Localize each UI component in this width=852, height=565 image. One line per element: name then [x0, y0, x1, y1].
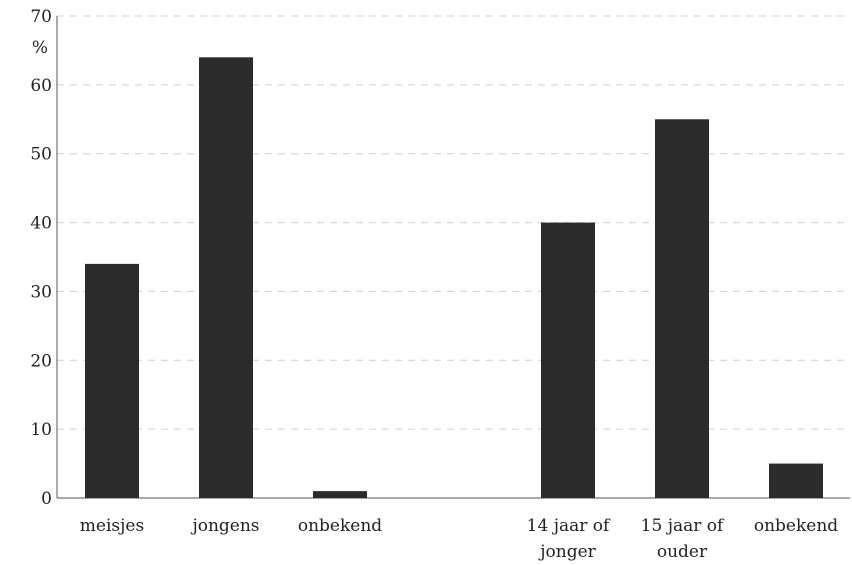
labels: 0 10 20 30 40 50 60 70 meisjes jongens onbekend 14 …	[30, 7, 838, 562]
bars	[85, 57, 823, 499]
y-tick-label: 60	[30, 76, 52, 96]
y-tick-label: 0	[41, 489, 52, 509]
bar-0	[85, 263, 139, 498]
y-tick-label: 70	[30, 7, 52, 27]
x-category-label: onbekend	[754, 516, 838, 536]
x-category-label: meisjes	[80, 516, 144, 536]
y-tick-label: 10	[30, 420, 52, 440]
y-tick-label: 30	[30, 282, 52, 302]
bar-5	[769, 463, 823, 498]
x-category-label: ouder	[657, 542, 708, 562]
x-category-label: jongens	[190, 516, 259, 536]
bar-3	[541, 222, 595, 499]
gridlines	[57, 15, 850, 430]
y-tick-label: 40	[30, 214, 52, 234]
x-category-label: 15 jaar of	[641, 516, 725, 536]
x-category-label: jonger	[538, 542, 596, 562]
y-tick-label: 20	[30, 351, 52, 371]
y-axis-unit-label: %	[32, 38, 48, 58]
y-tick-label: 50	[30, 145, 52, 165]
bar-4	[655, 119, 709, 499]
x-category-label: onbekend	[298, 516, 382, 536]
bar-1	[199, 57, 253, 499]
axes	[56, 16, 850, 499]
x-category-label: 14 jaar of	[527, 516, 611, 536]
bar-2	[313, 491, 367, 498]
